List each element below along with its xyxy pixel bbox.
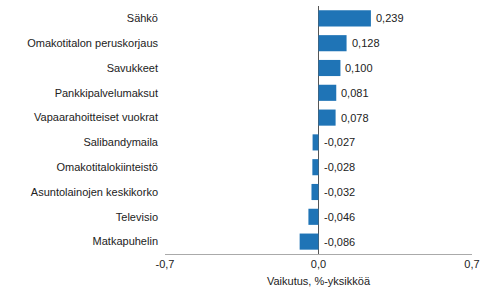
svg-text:Omakotitalokiinteistö: Omakotitalokiinteistö <box>57 161 159 173</box>
svg-text:Omakotitalon peruskorjaus: Omakotitalon peruskorjaus <box>27 37 158 49</box>
svg-text:0,081: 0,081 <box>341 87 369 99</box>
svg-text:Pankkipalvelumaksut: Pankkipalvelumaksut <box>55 87 158 99</box>
svg-text:Salibandymaila: Salibandymaila <box>83 136 158 148</box>
svg-text:Vapaarahoitteiset vuokrat: Vapaarahoitteiset vuokrat <box>34 111 158 123</box>
svg-text:0,0: 0,0 <box>311 258 326 270</box>
svg-text:Vaikutus, %-yksikköä: Vaikutus, %-yksikköä <box>267 275 371 287</box>
svg-text:0,128: 0,128 <box>352 37 380 49</box>
svg-text:Matkapuhelin: Matkapuhelin <box>93 235 158 247</box>
svg-text:-0,032: -0,032 <box>324 186 355 198</box>
svg-text:0,100: 0,100 <box>345 62 373 74</box>
svg-text:-0,7: -0,7 <box>156 258 175 270</box>
svg-text:-0,027: -0,027 <box>324 136 355 148</box>
svg-text:0,239: 0,239 <box>376 12 404 24</box>
svg-text:Sähkö: Sähkö <box>127 12 158 24</box>
svg-text:Televisio: Televisio <box>116 211 158 223</box>
svg-text:Asuntolainojen keskikorko: Asuntolainojen keskikorko <box>31 186 158 198</box>
svg-text:-0,086: -0,086 <box>324 236 355 248</box>
svg-text:-0,028: -0,028 <box>324 161 355 173</box>
svg-text:0,7: 0,7 <box>464 258 479 270</box>
svg-text:-0,046: -0,046 <box>324 211 355 223</box>
svg-text:Savukkeet: Savukkeet <box>107 62 158 74</box>
svg-text:0,078: 0,078 <box>341 112 369 124</box>
